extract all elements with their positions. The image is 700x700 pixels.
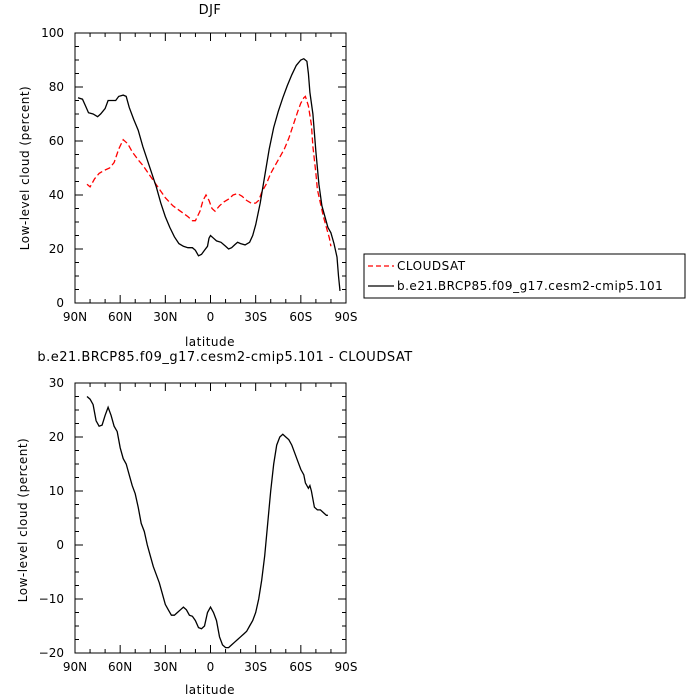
series-line-1-0 <box>86 396 328 649</box>
lower-x-axis-label: latitude <box>185 683 235 697</box>
upper-chart-ticks: 90N 60N 30N 0 30S 60S 90S 0 20 40 60 80 100 <box>41 26 357 324</box>
y-tick-label: 20 <box>49 430 64 444</box>
x-tick-label: 0 <box>207 310 215 324</box>
y-tick-label: 40 <box>49 188 64 202</box>
upper-chart-title: DJF <box>199 3 222 18</box>
upper-x-axis-label: latitude <box>185 335 235 349</box>
lower-chart-title: b.e21.BRCP85.f09_g17.cesm2-cmip5.101 - C… <box>37 350 412 365</box>
x-tick-label: 60S <box>289 660 312 674</box>
series-line-cloudsat <box>86 95 332 247</box>
y-tick-label: 20 <box>49 242 64 256</box>
y-tick-label: 0 <box>56 296 64 310</box>
x-tick-label: 90N <box>63 660 87 674</box>
y-tick-label: 100 <box>41 26 64 40</box>
y-tick-label: −10 <box>39 592 64 606</box>
lower-chart-ticks: 90N 60N 30N 0 30S 60S 90S −20 −10 0 10 20 30 <box>39 376 358 674</box>
upper-plot-frame <box>74 32 347 304</box>
x-tick-label: 30S <box>244 310 267 324</box>
x-tick-label: 90S <box>335 310 358 324</box>
x-tick-label: 60S <box>289 310 312 324</box>
x-tick-label: 60N <box>108 660 132 674</box>
lower-chart-panel: b.e21.BRCP85.f09_g17.cesm2-cmip5.101 - C… <box>16 350 412 697</box>
y-tick-label: 80 <box>49 80 64 94</box>
x-tick-label: 0 <box>207 660 215 674</box>
legend-label-model: b.e21.BRCP85.f09_g17.cesm2-cmip5.101 <box>397 279 663 293</box>
lower-chart-lines <box>86 396 328 649</box>
legend-box <box>363 253 686 299</box>
legend-label-cloudsat: CLOUDSAT <box>397 259 466 273</box>
x-tick-label: 30N <box>153 310 177 324</box>
x-tick-label: 30N <box>153 660 177 674</box>
y-tick-label: 60 <box>49 134 64 148</box>
y-tick-label: 30 <box>49 376 64 390</box>
series-line-b-e21-brcp85-f09-g17-cesm2-cmip5-101 <box>77 57 341 291</box>
y-tick-label: −20 <box>39 646 64 660</box>
legend: CLOUDSAT b.e21.BRCP85.f09_g17.cesm2-cmip… <box>363 253 686 299</box>
y-tick-label: 0 <box>56 538 64 552</box>
lower-y-axis-label: Low-level cloud (percent) <box>16 438 30 602</box>
y-tick-label: 10 <box>49 484 64 498</box>
x-tick-label: 90S <box>335 660 358 674</box>
x-tick-label: 30S <box>244 660 267 674</box>
x-tick-label: 90N <box>63 310 87 324</box>
lower-plot-frame <box>74 382 347 654</box>
x-tick-label: 60N <box>108 310 132 324</box>
upper-y-axis-label: Low-level cloud (percent) <box>18 86 32 250</box>
upper-chart-panel: DJF 90N 60N 30N 0 30S 60S 90S 0 20 40 60 80 100 lati… <box>18 3 357 349</box>
upper-chart-lines <box>77 57 341 291</box>
